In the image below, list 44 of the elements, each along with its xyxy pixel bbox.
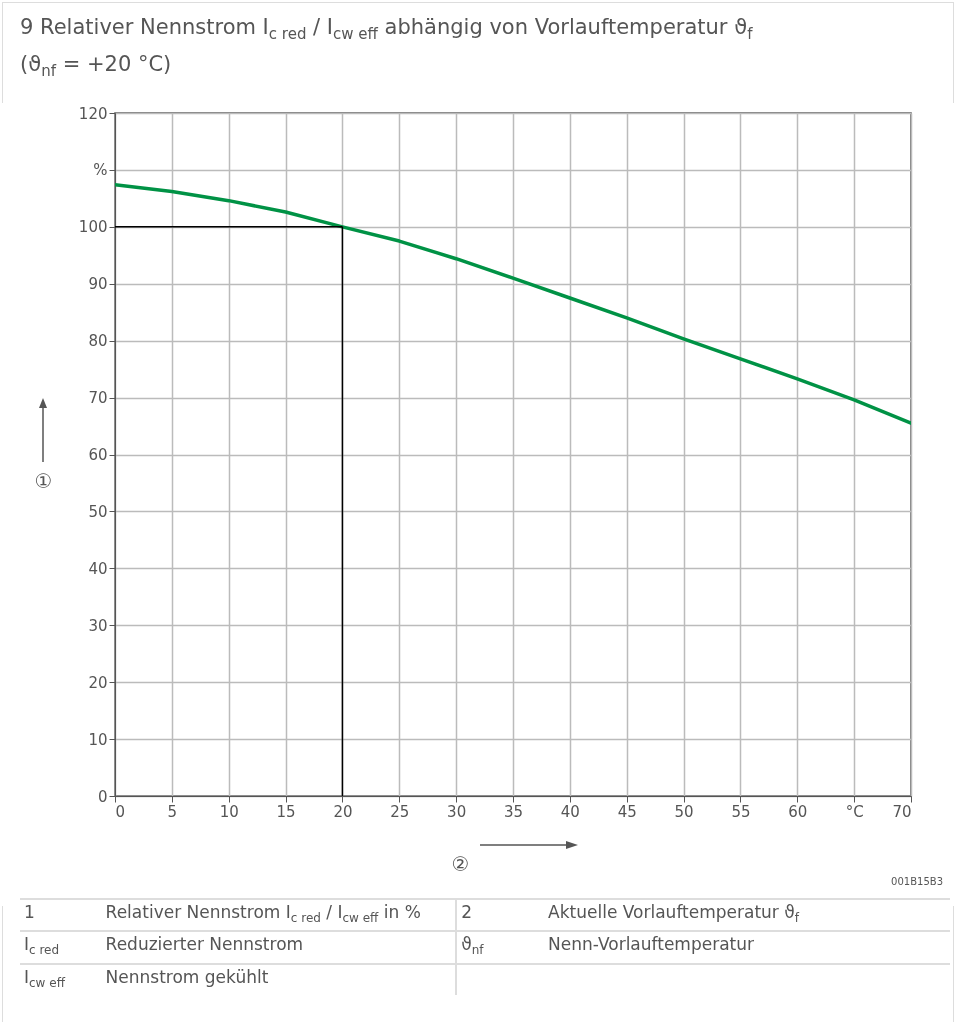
chart-title: 9 Relativer Nennstrom I$_{c red}$ / I$_{cw eff}$ abhängig von Vorlauftemperatur ϑ$_{f}$ <box>20 15 753 44</box>
text: I$_{cw eff}$ <box>20 963 102 996</box>
x-tick-label: 50 <box>674 802 694 821</box>
line-series <box>115 182 911 425</box>
x-tick-label: 55 <box>731 802 751 821</box>
y-tick-label: 70 <box>88 389 108 408</box>
x-tick-label: 45 <box>617 802 637 821</box>
text: Nenn-Vorlauftemperatur <box>544 931 950 964</box>
y-tick-label: 0 <box>97 787 108 806</box>
y-tick-label: 40 <box>88 559 108 578</box>
text: ϑ$_{nf}$ <box>456 931 545 964</box>
y-tick-label: 100 <box>78 218 108 237</box>
x-tick-label: 25 <box>390 802 410 821</box>
x-tick-label: 20 <box>333 802 353 821</box>
y-tick-label: 80 <box>88 332 108 351</box>
x-tick-label: 30 <box>447 802 467 821</box>
x-tick-label: 10 <box>219 802 239 821</box>
y-axis-title: ① <box>34 468 53 493</box>
x-tick-label: 35 <box>503 802 524 821</box>
text: Nennstrom gekühlt <box>101 963 457 996</box>
x-tick-label: 15 <box>276 802 296 821</box>
y-tick-label: 20 <box>88 673 108 692</box>
x-tick-label: 5 <box>167 802 178 821</box>
x-axis-title: ② <box>451 851 470 876</box>
y-tick-label: 10 <box>88 730 108 749</box>
y-tick-label: % <box>93 161 108 180</box>
text: I$_{c red}$ <box>20 931 102 964</box>
y-tick-label: 30 <box>88 616 108 635</box>
y-tick-label: 90 <box>88 275 108 294</box>
y-tick-label: 50 <box>88 502 108 521</box>
x-tick-label: °C <box>845 802 864 821</box>
text: 1 <box>20 899 102 932</box>
text: Relativer Nennstrom I$_{c red}$ / I$_{cw eff}$ in % <box>101 899 457 932</box>
text: Reduzierter Nennstrom <box>101 931 457 964</box>
chart-subtitle: (ϑ$_{nf}$ = +20 °C) <box>20 52 172 81</box>
x-tick-label: 70 <box>892 802 912 821</box>
x-tick-label: 40 <box>560 802 580 821</box>
y-tick-label: 120 <box>78 104 108 123</box>
text: 001B15B3 <box>891 876 943 887</box>
y-tick-label: 60 <box>88 446 108 464</box>
text: 2 <box>456 899 545 932</box>
text: Aktuelle Vorlauftemperatur ϑ$_{f}$ <box>544 899 950 932</box>
x-tick-label: 0 <box>115 802 126 821</box>
x-tick-label: 60 <box>788 802 808 821</box>
